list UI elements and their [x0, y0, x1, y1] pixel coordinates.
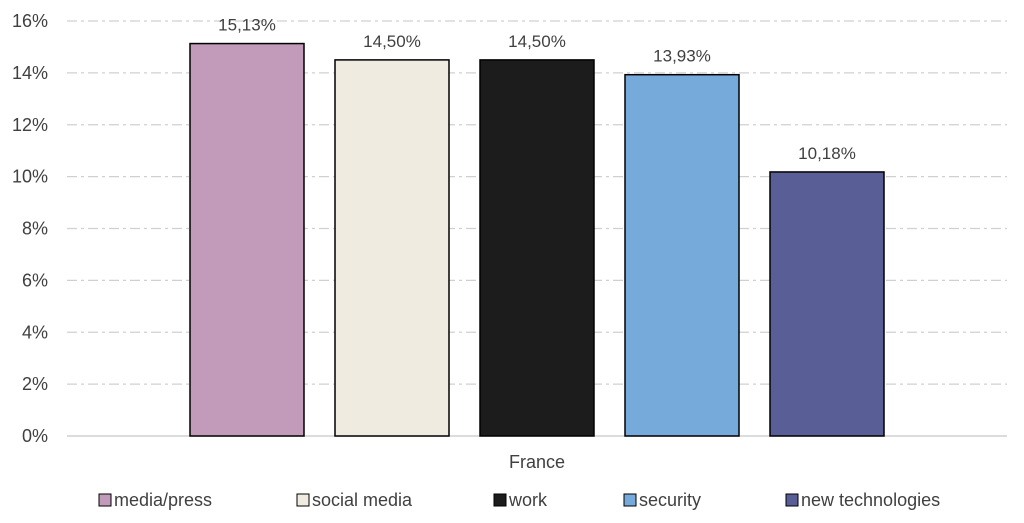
- legend-item: work: [493, 490, 548, 510]
- y-tick-label: 4%: [22, 322, 48, 342]
- data-label: 14,50%: [508, 32, 566, 51]
- legend-label: social media: [312, 490, 413, 510]
- legend-item: new technologies: [785, 490, 940, 510]
- y-tick-label: 2%: [22, 374, 48, 394]
- x-category-label: France: [509, 452, 565, 472]
- legend-swatch: [785, 493, 799, 507]
- legend-label: new technologies: [801, 490, 940, 510]
- legend-swatch: [493, 493, 507, 507]
- bars: [189, 42, 885, 437]
- legend-swatch: [623, 493, 637, 507]
- y-axis-ticks: 0% 2% 4% 6% 8% 10% 12% 14% 16%: [12, 11, 48, 446]
- data-label: 13,93%: [653, 47, 711, 66]
- legend-label: security: [639, 490, 701, 510]
- bar-work: [479, 59, 595, 437]
- y-tick-label: 10%: [12, 167, 48, 187]
- x-axis-categories: France: [509, 452, 565, 472]
- data-label: 15,13%: [218, 16, 276, 35]
- legend-item: social media: [296, 490, 413, 510]
- y-tick-label: 8%: [22, 219, 48, 239]
- legend-swatch: [296, 493, 310, 507]
- legend-label: work: [508, 490, 548, 510]
- bar-new-technologies: [769, 171, 885, 437]
- data-labels: 15,13% 14,50% 14,50% 13,93% 10,18%: [218, 16, 856, 163]
- y-tick-label: 14%: [12, 63, 48, 83]
- data-label: 14,50%: [363, 32, 421, 51]
- legend: media/press social media work security new t…: [98, 490, 940, 510]
- legend-swatch: [98, 493, 112, 507]
- legend-label: media/press: [114, 490, 212, 510]
- y-tick-label: 16%: [12, 11, 48, 31]
- legend-item: media/press: [98, 490, 212, 510]
- y-tick-label: 12%: [12, 115, 48, 135]
- data-label: 10,18%: [798, 144, 856, 163]
- bar-media-press: [189, 42, 305, 437]
- y-tick-label: 6%: [22, 270, 48, 290]
- y-tick-label: 0%: [22, 426, 48, 446]
- bar-security: [624, 73, 740, 437]
- legend-item: security: [623, 490, 701, 510]
- bar-social-media: [334, 59, 450, 437]
